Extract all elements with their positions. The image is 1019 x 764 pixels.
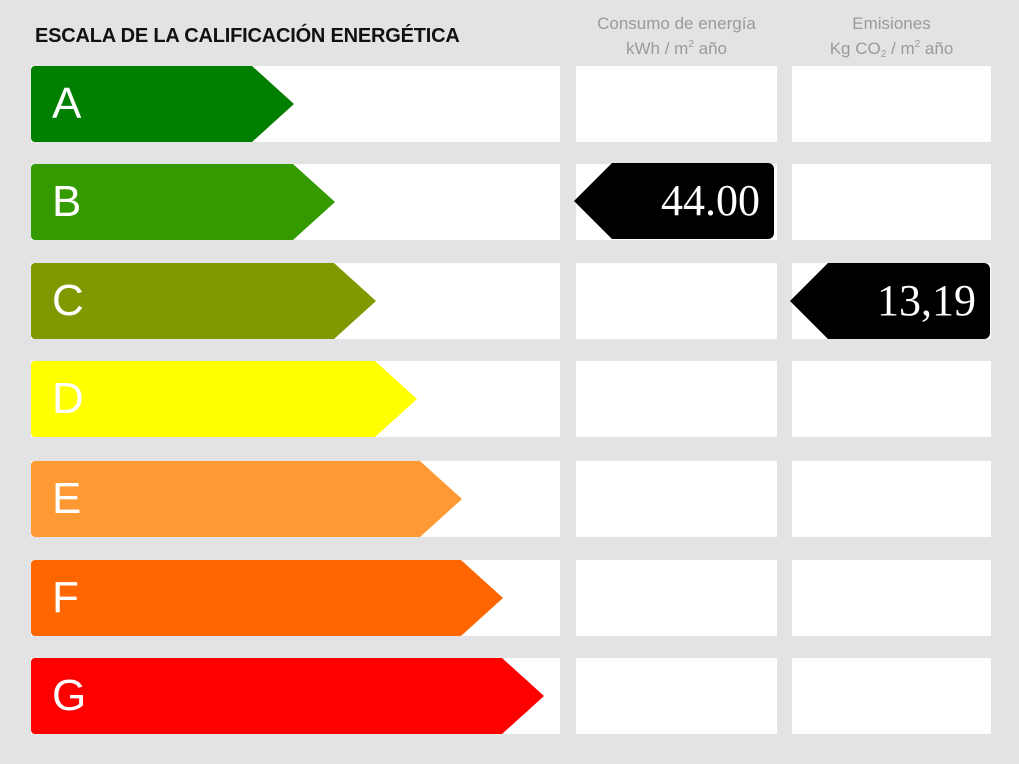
rating-letter: C: [52, 276, 84, 325]
rating-bar-a: A: [31, 66, 294, 142]
consumo-cell: [576, 361, 777, 437]
emisiones-cell: [792, 658, 991, 734]
emisiones-header: Emisiones Kg CO2 / m2 año: [792, 11, 991, 61]
consumo-header-line1: Consumo de energía: [597, 14, 756, 33]
consumo-cell: [576, 66, 777, 142]
rating-letter: B: [52, 177, 82, 226]
emisiones-header-line1: Emisiones: [852, 14, 931, 33]
rating-bar-g: G: [31, 658, 544, 734]
consumo-pointer: 44.00: [574, 163, 774, 239]
emisiones-cell: [792, 66, 991, 142]
rating-letter: E: [52, 474, 82, 523]
emisiones-pointer: 13,19: [790, 263, 990, 339]
rating-letter: G: [52, 671, 87, 720]
emisiones-cell: [792, 164, 991, 240]
rating-letter: D: [52, 374, 84, 423]
consumo-cell: [576, 263, 777, 339]
rating-bar-b: B: [31, 164, 335, 240]
consumo-header-unit: kWh / m2 año: [626, 39, 727, 58]
rating-bar-e: E: [31, 461, 462, 537]
consumo-cell: [576, 658, 777, 734]
emisiones-cell: [792, 461, 991, 537]
rating-bar-d: D: [31, 361, 417, 437]
emisiones-header-unit: Kg CO2 / m2 año: [829, 39, 954, 60]
emisiones-cell: [792, 361, 991, 437]
rating-letter: A: [52, 79, 82, 128]
consumo-header: Consumo de energía kWh / m2 año: [576, 11, 777, 61]
consumo-cell: [576, 560, 777, 636]
page-title: ESCALA DE LA CALIFICACIÓN ENERGÉTICA: [35, 25, 460, 47]
consumo-cell: [576, 461, 777, 537]
rating-bar-c: C: [31, 263, 376, 339]
rating-letter: F: [52, 573, 79, 622]
emisiones-cell: [792, 560, 991, 636]
rating-bar-f: F: [31, 560, 503, 636]
